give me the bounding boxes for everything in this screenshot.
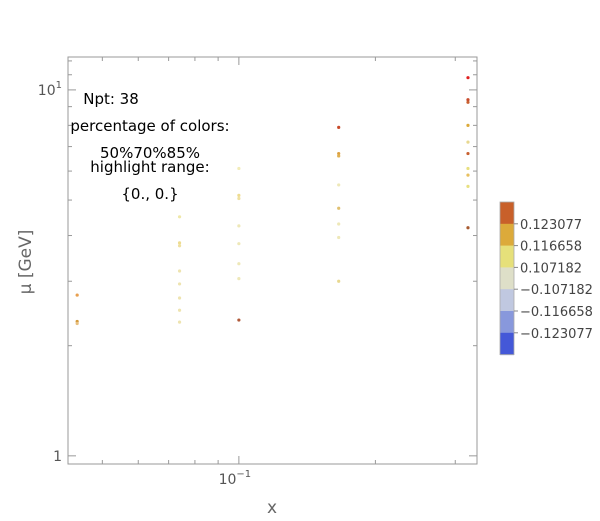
- scatter-point: [237, 224, 241, 228]
- colorbar-swatch: [500, 289, 514, 312]
- colorbar-swatch: [500, 202, 514, 225]
- scatter-point: [237, 166, 241, 171]
- scatter-point: [337, 235, 341, 240]
- scatter-point: [337, 151, 341, 156]
- x-axis-label: x: [267, 498, 277, 518]
- scatter-point: [337, 125, 341, 129]
- y-tick-label: 1: [53, 449, 62, 465]
- colorbar-swatch: [500, 332, 514, 356]
- scatter-point: [237, 262, 241, 266]
- colorbar-label: 0.107182: [520, 261, 582, 276]
- scatter-point: [177, 269, 182, 273]
- scatter-point: [337, 183, 341, 187]
- colorbar-label: 0.123077: [520, 218, 582, 233]
- scatter-point: [466, 98, 470, 102]
- annotation-percentages: 50%70%85%: [100, 144, 200, 162]
- tick-labels: 1 101 10−1: [38, 80, 251, 488]
- colorbar-swatch: [500, 245, 514, 268]
- scatter-point: [466, 166, 470, 171]
- scatter-point: [237, 277, 241, 281]
- scatter-point: [337, 279, 341, 283]
- scatter-point: [75, 293, 79, 297]
- scatter-point: [337, 206, 341, 210]
- colorbar-swatch: [500, 267, 514, 290]
- colorbar-legend: 0.123077 0.116658 0.107182 −0.107182 −0.1166…: [499, 201, 593, 356]
- annotation-percentage-title: percentage of colors:: [70, 117, 229, 135]
- colorbar-frame: [499, 201, 515, 356]
- scatter-point: [466, 151, 470, 156]
- data-points: [75, 76, 470, 326]
- scatter-point: [337, 222, 341, 226]
- scatter-point: [177, 282, 182, 286]
- x-tick-label: 10−1: [219, 469, 252, 488]
- scatter-point: [177, 215, 182, 219]
- scatter-point: [466, 123, 470, 127]
- scatter-point: [237, 196, 241, 201]
- colorbar-label: 0.116658: [520, 240, 582, 255]
- scatter-point: [466, 140, 470, 144]
- scatter-point: [177, 241, 182, 245]
- scatter-point: [466, 100, 470, 104]
- scatter-point: [466, 226, 470, 230]
- scatter-point: [466, 76, 470, 80]
- scatter-point: [466, 173, 470, 177]
- scatter-point: [177, 244, 182, 248]
- scatter-point: [237, 318, 241, 322]
- colorbar-label: −0.123077: [520, 327, 593, 342]
- scatter-point: [75, 321, 79, 326]
- colorbar-label: −0.116658: [520, 305, 593, 320]
- scatter-point: [337, 154, 341, 158]
- plot-frame: [67, 56, 478, 465]
- scatter-point: [237, 242, 241, 246]
- colorbar-label: −0.107182: [520, 283, 593, 298]
- scatter-point: [177, 296, 182, 300]
- axis-ticks: [68, 57, 477, 464]
- y-axis-label: μ [GeV]: [16, 230, 36, 295]
- annotation-highlight-title: highlight range:: [90, 158, 209, 176]
- annotation-highlight-values: {0., 0.}: [121, 185, 178, 203]
- y-tick-label: 101: [38, 80, 62, 99]
- scatter-point: [177, 320, 182, 324]
- colorbar-swatch: [500, 311, 514, 334]
- scatter-point: [177, 308, 182, 312]
- scatter-point: [466, 184, 470, 188]
- annotation-npt: Npt: 38: [83, 90, 139, 108]
- scatter-point: [237, 193, 241, 197]
- colorbar-swatch: [500, 223, 514, 247]
